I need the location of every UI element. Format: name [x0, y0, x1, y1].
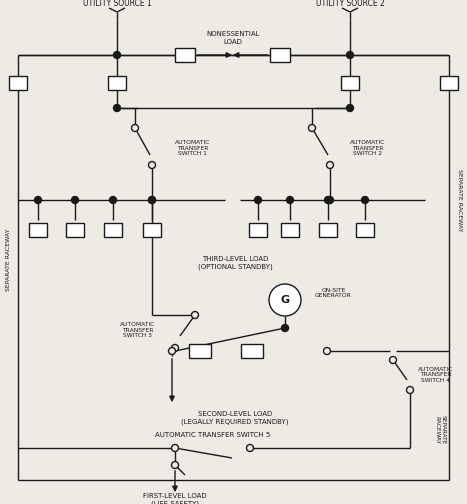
Circle shape: [347, 104, 354, 111]
Bar: [29, 223, 47, 237]
Circle shape: [361, 197, 368, 204]
Circle shape: [406, 387, 413, 394]
Text: UTILITY SOURCE 2: UTILITY SOURCE 2: [316, 0, 384, 9]
Bar: [104, 223, 122, 237]
Circle shape: [71, 197, 78, 204]
Bar: [143, 223, 161, 237]
Bar: [440, 76, 458, 90]
Text: THIRD-LEVEL LOAD
(OPTIONAL STANDBY): THIRD-LEVEL LOAD (OPTIONAL STANDBY): [198, 256, 272, 270]
Text: AUTOMATIC
TRANSFER
SWITCH 3: AUTOMATIC TRANSFER SWITCH 3: [120, 322, 155, 338]
Bar: [249, 223, 267, 237]
Bar: [66, 223, 84, 237]
Text: AUTOMATIC TRANSFER SWITCH 5: AUTOMATIC TRANSFER SWITCH 5: [156, 432, 270, 438]
Bar: [281, 223, 299, 237]
Bar: [341, 76, 359, 90]
Text: AUTOMATIC
TRANSFER
SWITCH 4: AUTOMATIC TRANSFER SWITCH 4: [418, 367, 453, 384]
Circle shape: [171, 345, 178, 351]
Bar: [189, 344, 211, 358]
Circle shape: [282, 325, 289, 332]
Circle shape: [255, 197, 262, 204]
Circle shape: [286, 197, 293, 204]
Bar: [241, 344, 263, 358]
Bar: [175, 48, 195, 62]
Bar: [108, 76, 126, 90]
Circle shape: [149, 197, 156, 204]
Circle shape: [389, 356, 396, 363]
Circle shape: [309, 124, 316, 132]
Circle shape: [35, 197, 42, 204]
Circle shape: [132, 124, 139, 132]
Text: NONESSENTIAL
LOAD: NONESSENTIAL LOAD: [206, 31, 260, 44]
Circle shape: [326, 161, 333, 168]
Circle shape: [324, 347, 331, 354]
Circle shape: [171, 462, 178, 469]
Bar: [356, 223, 374, 237]
Bar: [270, 48, 290, 62]
Circle shape: [169, 347, 176, 354]
Circle shape: [149, 161, 156, 168]
Circle shape: [113, 51, 120, 58]
Text: AUTOMATIC
TRANSFER
SWITCH 2: AUTOMATIC TRANSFER SWITCH 2: [350, 140, 385, 156]
Text: SEPARATE
RACEWAY: SEPARATE RACEWAY: [435, 415, 446, 445]
Text: SECOND-LEVEL LOAD
(LEGALLY REQUIRED STANDBY): SECOND-LEVEL LOAD (LEGALLY REQUIRED STAN…: [181, 411, 289, 425]
Bar: [9, 76, 27, 90]
Circle shape: [113, 104, 120, 111]
Text: SEPARATE RACEWAY: SEPARATE RACEWAY: [457, 169, 461, 231]
Circle shape: [191, 311, 198, 319]
Circle shape: [326, 197, 333, 204]
Text: UTILITY SOURCE 1: UTILITY SOURCE 1: [83, 0, 151, 9]
Bar: [319, 223, 337, 237]
Text: SEPARATE RACEWAY: SEPARATE RACEWAY: [7, 229, 12, 291]
Circle shape: [149, 197, 156, 204]
Text: FIRST-LEVEL LOAD
(LIFE SAFETY): FIRST-LEVEL LOAD (LIFE SAFETY): [143, 493, 207, 504]
Circle shape: [347, 51, 354, 58]
Circle shape: [171, 445, 178, 452]
Circle shape: [109, 197, 116, 204]
Circle shape: [247, 445, 254, 452]
Circle shape: [269, 284, 301, 316]
Circle shape: [325, 197, 332, 204]
Text: G: G: [281, 295, 290, 305]
Text: ON-SITE
GENERATOR: ON-SITE GENERATOR: [315, 288, 352, 298]
Text: AUTOMATIC
TRANSFER
SWITCH 1: AUTOMATIC TRANSFER SWITCH 1: [175, 140, 210, 156]
